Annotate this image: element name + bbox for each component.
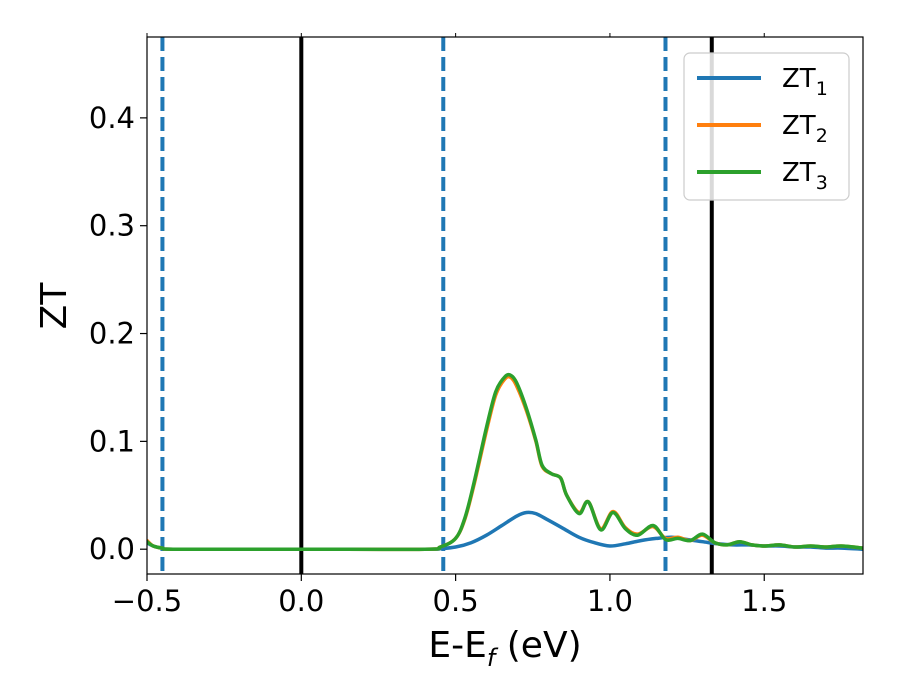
series-line-zt3 — [147, 372, 863, 552]
y-tick-label: 0.2 — [89, 317, 135, 351]
x-tick-label: 1.0 — [587, 584, 633, 618]
y-axis: 0.0 0.1 0.2 0.3 0.4 — [89, 101, 147, 566]
y-tick-label: 0.3 — [89, 209, 135, 243]
y-tick-label: 0.0 — [89, 532, 135, 566]
x-axis-title-main: E-E — [428, 625, 486, 666]
legend-label-zt3: ZT3 — [782, 158, 828, 194]
y-axis-title: ZT — [34, 282, 75, 330]
legend-label-zt2: ZT2 — [782, 111, 828, 147]
x-tick-label: 0.0 — [278, 584, 324, 618]
x-tick-label: 0.5 — [433, 584, 479, 618]
x-axis-title: E-Ef (eV) — [428, 625, 581, 672]
x-tick-label: 1.5 — [741, 584, 787, 618]
legend-box — [683, 52, 850, 201]
y-tick-label: 0.4 — [89, 101, 135, 135]
reference-lines — [160, 37, 714, 574]
x-axis-title-unit: (eV) — [495, 625, 581, 666]
legend: ZT1 ZT2 ZT3 — [683, 52, 850, 201]
x-axis: −0.5 0.0 0.5 1.0 1.5 — [112, 33, 787, 618]
plot-frame — [146, 36, 864, 575]
legend-label-zt1: ZT1 — [782, 64, 828, 100]
x-tick-label: −0.5 — [112, 584, 182, 618]
series-lines — [147, 372, 863, 552]
y-tick-label: 0.1 — [89, 424, 135, 458]
